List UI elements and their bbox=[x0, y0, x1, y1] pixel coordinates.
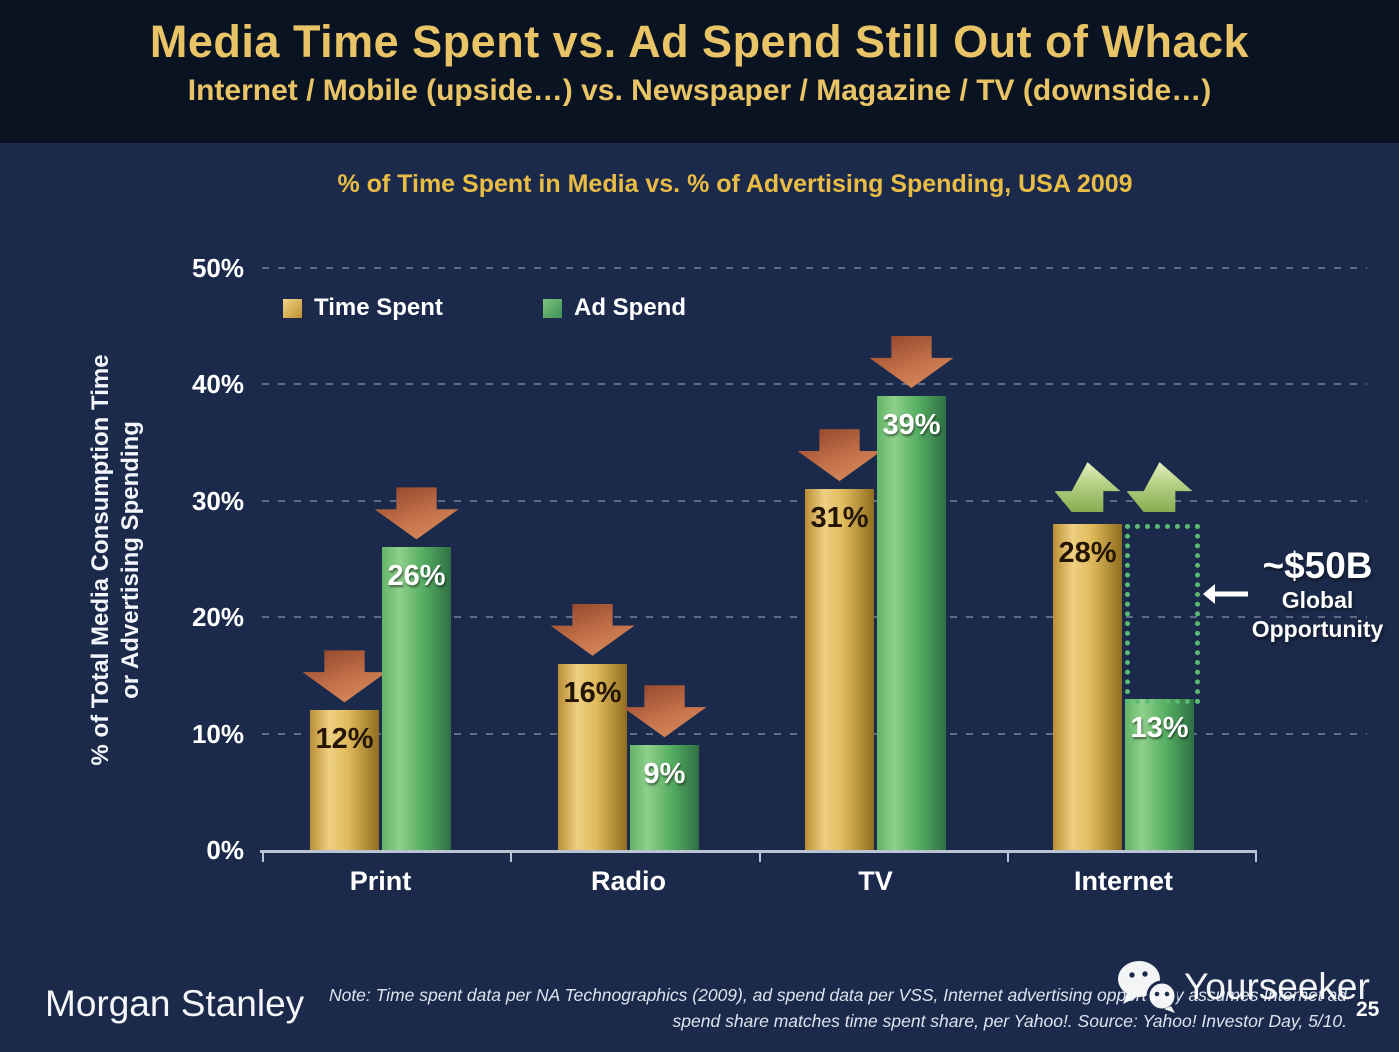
gridline-40% bbox=[262, 383, 1367, 386]
slide-title: Media Time Spent vs. Ad Spend Still Out … bbox=[149, 16, 1250, 67]
y-tick-30%: 30% bbox=[191, 485, 244, 516]
opportunity-label-line2: Opportunity bbox=[1251, 616, 1384, 642]
x-axis-tick bbox=[1006, 853, 1009, 862]
x-category-label-radio: Radio bbox=[590, 866, 666, 896]
x-category-label-print: Print bbox=[349, 866, 412, 896]
watermark: Yourseeker bbox=[1114, 960, 1370, 1014]
bar-value-label: 12% bbox=[315, 723, 374, 756]
x-axis-line bbox=[260, 850, 1257, 853]
annotation-left-arrow-icon bbox=[1203, 584, 1248, 604]
opportunity-value: ~$50B bbox=[1262, 545, 1373, 586]
title-band bbox=[0, 0, 1399, 143]
bar-radio-time-spent bbox=[558, 663, 627, 850]
bar-value-label: 16% bbox=[563, 676, 622, 709]
y-tick-0%: 0% bbox=[206, 835, 244, 865]
x-category-label-tv: TV bbox=[858, 866, 893, 896]
chart-title: % of Time Spent in Media vs. % of Advert… bbox=[337, 170, 1133, 198]
slide-subtitle: Internet / Mobile (upside…) vs. Newspape… bbox=[187, 74, 1212, 107]
watermark-label: Yourseeker bbox=[1184, 966, 1370, 1007]
y-tick-10%: 10% bbox=[191, 718, 244, 749]
morgan-stanley-logo: Morgan Stanley bbox=[45, 983, 305, 1024]
gridline-50% bbox=[262, 267, 1367, 269]
x-axis-tick bbox=[262, 853, 264, 862]
y-axis-title-line2: or Advertising Spending bbox=[117, 421, 144, 699]
bar-radio-ad-spend bbox=[630, 745, 699, 850]
source-note: Note: Time spent data per NA Technograph… bbox=[317, 982, 1347, 1034]
y-tick-20%: 20% bbox=[191, 602, 244, 633]
x-category-label-internet: Internet bbox=[1073, 866, 1173, 896]
y-tick-40%: 40% bbox=[191, 369, 244, 400]
bar-print-ad-spend bbox=[382, 547, 451, 850]
chart-band bbox=[0, 143, 1399, 1052]
bar-value-label: 31% bbox=[810, 502, 869, 535]
x-axis-tick bbox=[1255, 853, 1257, 862]
legend-swatch-ad-spend-icon bbox=[543, 298, 562, 318]
y-axis-title-line1: % of Total Media Consumption Time bbox=[87, 354, 114, 766]
legend-label-ad-spend: Ad Spend bbox=[574, 294, 686, 321]
page-number: 25 bbox=[1356, 998, 1380, 1021]
x-axis-tick bbox=[510, 853, 513, 862]
y-axis-title: % of Total Media Consumption Time or Adv… bbox=[86, 280, 150, 840]
bar-value-label: 28% bbox=[1058, 537, 1117, 570]
bar-print-time-spent bbox=[310, 710, 379, 850]
bar-internet-time-spent bbox=[1053, 524, 1122, 850]
bar-tv-time-spent bbox=[805, 489, 874, 850]
bar-tv-ad-spend bbox=[877, 396, 946, 850]
legend-label-time-spent: Time Spent bbox=[314, 294, 443, 321]
wechat-icon bbox=[1118, 961, 1178, 1013]
source-note-line2: spend share matches time spent share, pe… bbox=[672, 1011, 1347, 1031]
source-note-line1: Note: Time spent data per NA Technograph… bbox=[328, 985, 1347, 1005]
opportunity-label-line1: Global bbox=[1281, 587, 1354, 613]
x-axis-tick bbox=[758, 853, 761, 862]
bar-internet-ad-spend bbox=[1125, 698, 1194, 850]
bar-value-label: 26% bbox=[387, 560, 446, 593]
legend-swatch-time-spent-icon bbox=[283, 298, 302, 318]
bar-value-label: 39% bbox=[882, 409, 941, 442]
bar-value-label: 13% bbox=[1130, 711, 1189, 744]
opportunity-annotation: ~$50B Global Opportunity bbox=[1245, 546, 1390, 644]
y-tick-50%: 50% bbox=[191, 253, 244, 283]
legend-item-time-spent: Time Spent bbox=[283, 294, 443, 322]
bar-value-label: 9% bbox=[643, 758, 686, 791]
legend-item-ad-spend: Ad Spend bbox=[543, 294, 686, 322]
opportunity-gap-box bbox=[1125, 524, 1200, 704]
